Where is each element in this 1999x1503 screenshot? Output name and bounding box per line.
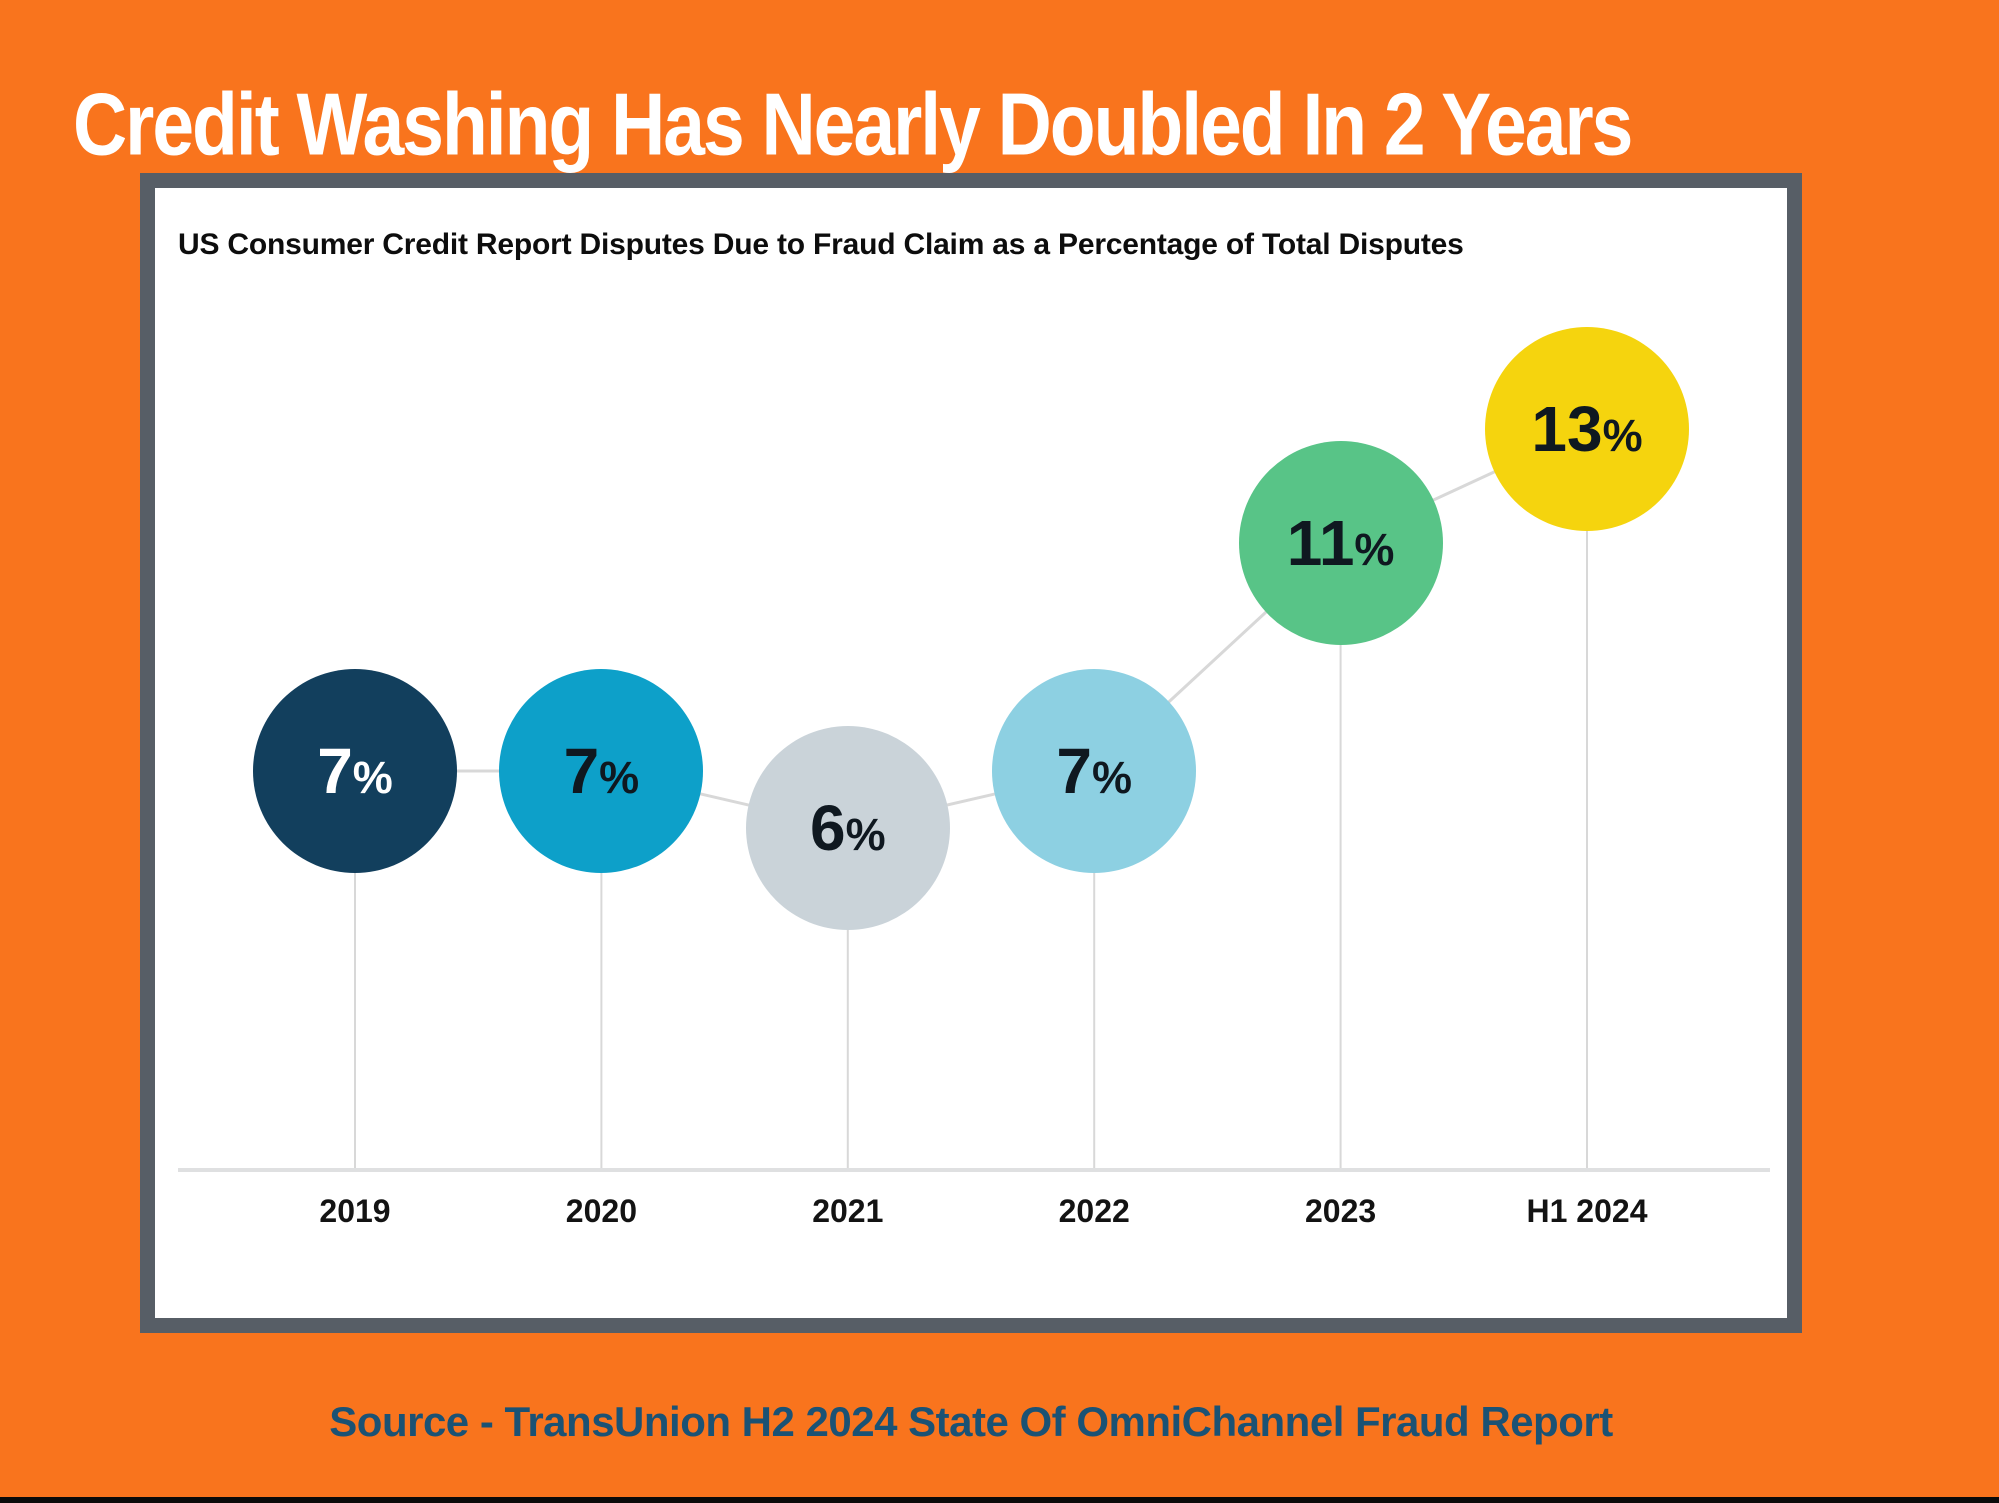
bubble-value-number: 7 <box>563 735 600 807</box>
bubble-value: 13% <box>1531 327 1642 531</box>
data-point-bubble-2023: 11% <box>1238 441 1443 645</box>
chart-panel: US Consumer Credit Report Disputes Due t… <box>140 173 1802 1333</box>
chart-title: US Consumer Credit Report Disputes Due t… <box>178 228 1464 261</box>
bottom-edge-bar <box>0 1497 1999 1503</box>
bubble-value-number: 11 <box>1286 507 1355 579</box>
bubble-value-number: 13 <box>1531 393 1603 465</box>
page-title: Credit Washing Has Nearly Doubled In 2 Y… <box>73 74 1633 174</box>
data-point-bubble-2021: 6% <box>745 726 950 930</box>
x-axis-label-2022: 2022 <box>1058 1193 1130 1229</box>
x-axis-line <box>178 1168 1770 1172</box>
x-axis-label-2023: 2023 <box>1305 1193 1377 1229</box>
data-point-bubble-2019: 7% <box>253 669 457 873</box>
bubble-value-percent-sign: % <box>1354 524 1395 575</box>
bubble-value: 7% <box>317 669 393 873</box>
bubble-value-percent-sign: % <box>352 752 393 803</box>
data-point-bubble-2022: 7% <box>992 669 1197 873</box>
bubble-value-number: 6 <box>809 792 846 864</box>
bubble-value: 11% <box>1287 441 1395 645</box>
bubble-value-percent-sign: % <box>845 809 886 860</box>
data-point-bubble-h1-2024: 13% <box>1485 327 1689 531</box>
bubble-value-number: 7 <box>317 735 353 807</box>
bubble-value: 7% <box>1056 669 1132 873</box>
chart-plot-area: US Consumer Credit Report Disputes Due t… <box>155 188 1787 1318</box>
source-note: Source - TransUnion H2 2024 State Of Omn… <box>329 1398 1613 1445</box>
x-axis-label-2019: 2019 <box>319 1193 391 1229</box>
x-axis-label-2020: 2020 <box>565 1193 637 1229</box>
bubble-value: 7% <box>564 669 640 873</box>
data-point-bubble-2020: 7% <box>499 669 704 873</box>
bubble-value-number: 7 <box>1056 735 1092 807</box>
bubble-value: 6% <box>810 726 886 930</box>
bubble-value-percent-sign: % <box>1602 410 1643 461</box>
bubble-value-percent-sign: % <box>1091 752 1132 803</box>
x-axis-label-2021: 2021 <box>812 1193 884 1229</box>
x-axis-label-h1-2024: H1 2024 <box>1526 1193 1648 1229</box>
bubble-value-percent-sign: % <box>599 752 640 803</box>
